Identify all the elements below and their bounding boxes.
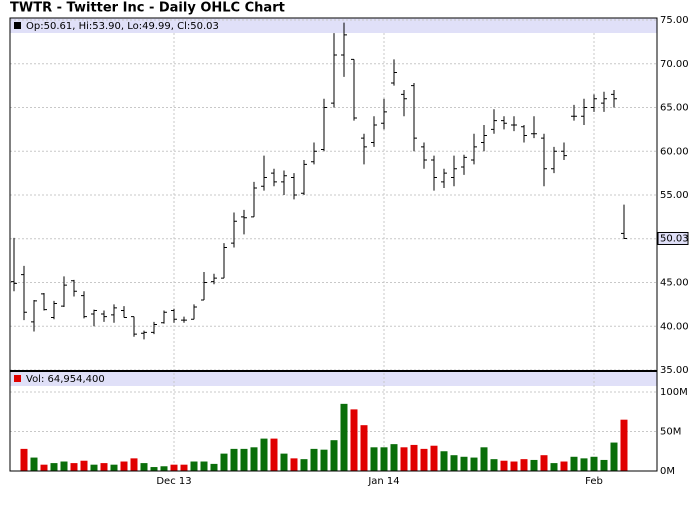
y-tick-label: 65.00 (660, 103, 689, 114)
y-tick-label: 45.00 (660, 278, 689, 289)
volume-bar (230, 448, 238, 471)
volume-bar (490, 459, 498, 471)
volume-bar (290, 458, 298, 471)
price-legend: Op:50.61, Hi:53.90, Lo:49.99, Cl:50.03 (26, 21, 219, 32)
y-tick-label: 0M (660, 466, 675, 477)
volume-bar (620, 419, 628, 471)
y-tick-label: 75.00 (660, 15, 689, 26)
legend-swatch (14, 22, 21, 29)
volume-bar (360, 425, 368, 471)
y-tick-label: 40.00 (660, 321, 689, 332)
volume-bar (30, 457, 38, 471)
volume-bar (320, 449, 328, 471)
volume-bar (60, 461, 68, 471)
volume-bar (520, 459, 528, 471)
volume-bar (330, 440, 338, 471)
volume-bar (430, 445, 438, 471)
volume-bar (250, 447, 258, 471)
y-tick-label: 70.00 (660, 59, 689, 70)
volume-bar (150, 467, 158, 471)
volume-bar (190, 461, 198, 471)
volume-bar (140, 463, 148, 471)
volume-bar (240, 448, 248, 471)
volume-bar (110, 464, 118, 471)
volume-bar (530, 459, 538, 471)
volume-bar (580, 458, 588, 471)
volume-bar (350, 409, 358, 471)
volume-header (10, 372, 657, 386)
volume-bar (380, 447, 388, 471)
volume-bar (40, 464, 48, 471)
volume-bar (560, 461, 568, 471)
last-price-box (657, 231, 689, 245)
volume-bar (170, 464, 178, 471)
volume-bar (90, 464, 98, 471)
x-tick-label: Jan 14 (367, 476, 399, 487)
volume-bar (120, 461, 128, 471)
volume-bar (210, 463, 218, 471)
volume-bar (260, 438, 268, 471)
legend-swatch (14, 375, 21, 382)
y-tick-label: 50M (660, 427, 681, 438)
volume-bar (440, 451, 448, 471)
volume-bar (130, 458, 138, 471)
volume-bar (550, 463, 558, 471)
volume-bar (540, 455, 548, 471)
frame (9, 17, 658, 472)
volume-bar (450, 455, 458, 471)
volume-bar (610, 442, 618, 471)
x-tick-label: Feb (585, 476, 603, 487)
volume-bar (80, 460, 88, 471)
volume-bar (500, 460, 508, 471)
volume-bar (470, 457, 478, 471)
volume-bar (270, 438, 278, 471)
volume-bar (160, 466, 168, 471)
volume-bar (590, 456, 598, 471)
chart-title: TWTR - Twitter Inc - Daily OHLC Chart (10, 1, 285, 16)
volume-bar (100, 463, 108, 471)
volume-bar (180, 464, 188, 471)
volume-bar (220, 453, 228, 471)
volume-bar (280, 453, 288, 471)
y-tick-label: 35.00 (660, 365, 689, 376)
volume-bar (70, 463, 78, 471)
volume-bar (50, 463, 58, 471)
volume-legend: Vol: 64,954,400 (26, 374, 105, 385)
volume-bar (390, 444, 398, 471)
y-tick-label: 55.00 (660, 190, 689, 201)
volume-bar (600, 459, 608, 471)
volume-bar (420, 448, 428, 471)
y-tick-label: 100M (660, 387, 688, 398)
volume-bar (410, 444, 418, 471)
volume-bar (570, 456, 578, 471)
volume-bar (310, 448, 318, 471)
x-tick-label: Dec 13 (156, 476, 191, 487)
volume-bar (480, 447, 488, 471)
y-tick-label: 60.00 (660, 146, 689, 157)
price-header (10, 18, 657, 33)
last-price-label: 50.03 (660, 233, 689, 244)
volume-bar (460, 456, 468, 471)
volume-bar (20, 448, 28, 471)
volume-bar (370, 447, 378, 471)
volume-bar (200, 461, 208, 471)
volume-bar (510, 461, 518, 471)
volume-bar (340, 403, 348, 471)
volume-bar (400, 447, 408, 471)
volume-bar (300, 459, 308, 471)
